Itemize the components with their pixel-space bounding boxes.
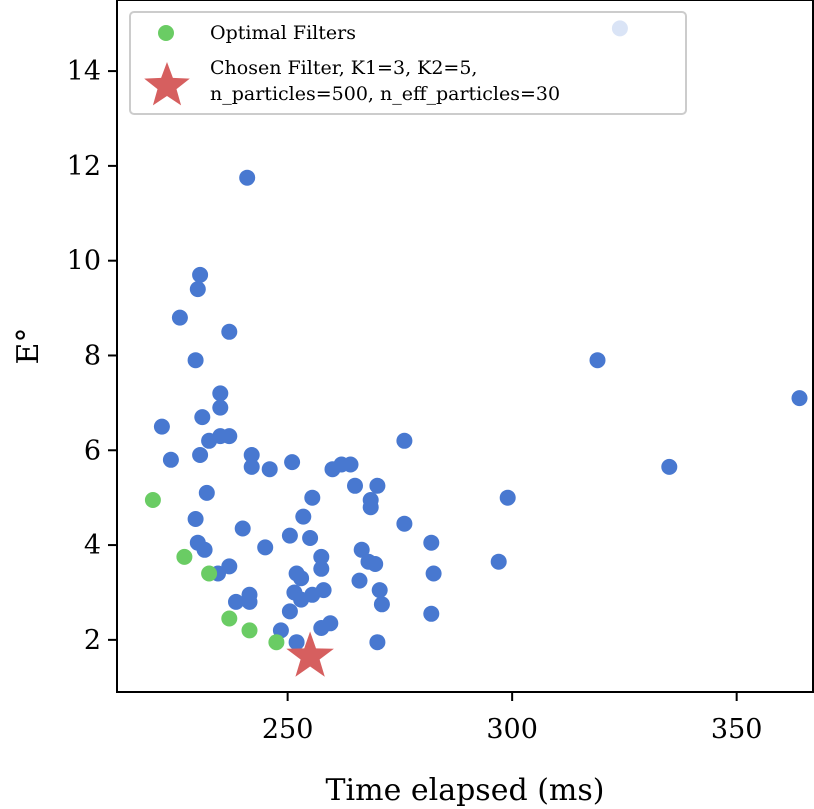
filter-point-47	[367, 556, 384, 572]
filter-point-7	[589, 352, 606, 369]
filter-point-38	[281, 527, 298, 544]
filter-point-16	[243, 447, 260, 463]
chosen-filter-point-0	[286, 631, 334, 677]
filter-point-42	[196, 541, 213, 558]
filter-point-18	[396, 432, 413, 449]
filter-point-27	[198, 484, 215, 501]
filter-point-11	[194, 409, 211, 426]
legend-marker-chosen	[144, 62, 190, 106]
filter-point-55	[425, 565, 442, 582]
filter-point-59	[371, 582, 388, 599]
filter-point-14	[221, 428, 238, 445]
x-axis-label: Time elapsed (ms)	[326, 773, 605, 808]
y-tick-label-6: 6	[84, 435, 101, 466]
legend-marker-optimal	[158, 25, 174, 41]
filter-point-29	[369, 477, 386, 494]
filter-point-63	[293, 591, 310, 608]
y-tick-label-2: 2	[84, 625, 101, 656]
filter-point-44	[353, 541, 370, 558]
filter-point-62	[241, 593, 258, 610]
legend: Optimal Filters Chosen Filter, K1=3, K2=…	[129, 11, 687, 115]
filter-point-33	[499, 489, 516, 506]
filter-point-66	[423, 605, 440, 622]
filter-point-8	[791, 390, 808, 407]
points-layer	[144, 20, 808, 677]
x-axis: 250 300 350	[262, 692, 763, 745]
filter-point-70	[369, 634, 386, 651]
optimal-filter-point-1	[176, 548, 193, 565]
filter-point-19	[162, 451, 179, 468]
filter-point-35	[187, 511, 204, 527]
filter-point-10	[212, 399, 229, 416]
filter-point-17	[192, 447, 209, 463]
filter-point-48	[490, 553, 507, 570]
filter-point-30	[304, 489, 321, 506]
filter-point-36	[234, 520, 251, 537]
y-axis-label: E°	[11, 328, 46, 365]
filter-point-25	[342, 456, 359, 473]
filter-point-65	[281, 603, 298, 620]
filter-point-37	[396, 515, 413, 532]
filter-point-15	[201, 432, 218, 449]
legend-label-optimal: Optimal Filters	[210, 22, 356, 44]
filter-point-26	[661, 458, 678, 475]
filter-point-39	[302, 530, 319, 546]
filter-point-22	[261, 461, 278, 478]
optimal-filter-point-2	[201, 565, 218, 582]
y-axis: 2 4 6 8 10 12 14	[67, 56, 117, 656]
filter-point-20	[284, 454, 301, 471]
x-tick-label-350: 350	[711, 714, 763, 745]
filter-point-9	[212, 385, 229, 402]
filter-point-21	[243, 458, 260, 475]
y-tick-label-4: 4	[84, 530, 101, 561]
plot-frame	[116, 0, 814, 693]
filter-point-53	[293, 570, 310, 587]
filter-point-12	[153, 418, 170, 435]
filter-point-68	[313, 620, 330, 636]
filter-point-34	[295, 508, 312, 525]
filter-point-51	[313, 560, 330, 577]
filter-point-3	[189, 281, 206, 298]
filter-point-45	[313, 548, 330, 565]
filter-point-1	[239, 169, 256, 186]
legend-label-chosen-line1: Chosen Filter, K1=3, K2=5,	[210, 57, 477, 79]
filter-point-64	[373, 596, 390, 613]
filter-point-41	[423, 534, 440, 551]
optimal-filter-point-3	[221, 610, 238, 627]
y-tick-label-12: 12	[67, 151, 101, 182]
filter-point-4	[171, 309, 188, 326]
x-tick-label-250: 250	[262, 714, 314, 745]
filter-point-2	[192, 266, 209, 283]
filter-point-61	[228, 593, 244, 610]
y-tick-label-14: 14	[67, 56, 101, 87]
optimal-filter-point-4	[241, 622, 258, 639]
y-tick-label-10: 10	[67, 246, 101, 277]
filter-point-43	[257, 539, 274, 556]
legend-box	[129, 11, 687, 115]
optimal-filter-point-0	[144, 492, 161, 508]
y-tick-label-8: 8	[84, 340, 101, 371]
filter-point-28	[347, 477, 363, 494]
x-tick-label-300: 300	[486, 714, 538, 745]
filter-point-32	[362, 499, 379, 516]
legend-label-chosen-line2: n_particles=500, n_eff_particles=30	[210, 83, 560, 105]
optimal-filter-point-5	[268, 634, 285, 651]
filter-point-5	[221, 323, 238, 340]
filter-point-6	[187, 352, 204, 369]
filter-point-71	[288, 634, 305, 651]
filter-point-54	[351, 572, 368, 589]
filter-point-58	[315, 582, 332, 599]
